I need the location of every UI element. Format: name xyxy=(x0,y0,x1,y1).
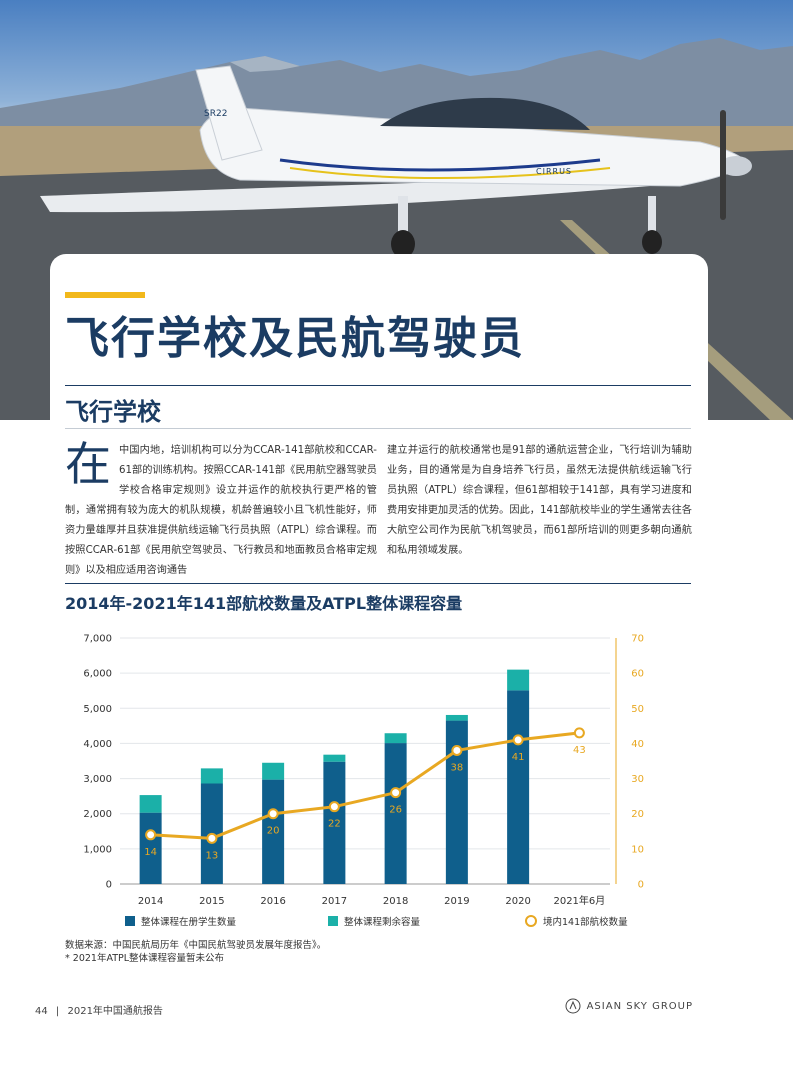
legend-item-schools: 境内141部航校数量 xyxy=(525,914,628,928)
y-right-tick-label: 20 xyxy=(631,809,644,820)
footer-page-info: 44 | 2021年中国通航报告 xyxy=(35,1002,163,1017)
aircraft-tail-label: SR22 xyxy=(204,109,227,119)
content-card xyxy=(50,254,708,1074)
x-tick-label: 2014 xyxy=(138,896,163,907)
title-accent-bar xyxy=(65,292,145,298)
x-tick-label: 2019 xyxy=(444,896,469,907)
y-left-tick-label: 4,000 xyxy=(83,739,112,750)
bar-enrolled xyxy=(507,690,530,884)
paragraph-text-1: 中国内地，培训机构可以分为CCAR-141部航校和CCAR-61部的训练机构。按… xyxy=(65,445,377,576)
section-rule-bottom xyxy=(65,428,691,429)
bar-enrolled xyxy=(323,761,346,884)
x-tick-label: 2017 xyxy=(322,896,347,907)
bar-remaining xyxy=(139,795,162,813)
bar-remaining xyxy=(262,762,285,780)
source-line-1: 数据来源：中国民航局历年《中国民航驾驶员发展年度报告》。 xyxy=(65,940,327,951)
x-tick-label: 2018 xyxy=(383,896,408,907)
data-label-school-count: 14 xyxy=(144,847,157,858)
bar-enrolled xyxy=(262,779,285,884)
y-left-tick-label: 2,000 xyxy=(83,809,112,820)
y-right-tick-label: 60 xyxy=(631,669,644,680)
bar-line-chart: 0 1,000 2,000 3,000 4,000 5,000 6,000 7,000 0 10 2… xyxy=(83,634,644,908)
brand-name: ASIAN SKY GROUP xyxy=(586,1000,693,1012)
y-right-tick-label: 70 xyxy=(631,634,644,645)
y-right-tick-label: 30 xyxy=(631,774,644,785)
data-label-school-count: 20 xyxy=(267,826,280,837)
legend-label-enrolled: 整体课程在册学生数量 xyxy=(141,917,237,928)
y-left-tick-label: 0 xyxy=(106,880,112,891)
data-label-school-count: 13 xyxy=(206,850,219,861)
point-school-count xyxy=(267,808,279,820)
legend-swatch-remaining xyxy=(328,916,338,926)
bar-remaining xyxy=(200,768,223,784)
y-left-tick-label: 1,000 xyxy=(83,844,112,855)
bar-enrolled xyxy=(445,720,468,884)
point-school-count xyxy=(390,787,402,799)
footer-divider: | xyxy=(55,1006,60,1017)
data-label-school-count: 41 xyxy=(512,752,525,763)
page-title: 飞行学校及民航驾驶员 xyxy=(65,313,525,364)
data-label-school-count: 43 xyxy=(573,745,586,756)
page-number: 44 xyxy=(35,1006,48,1017)
body-paragraph-left: 在中国内地，培训机构可以分为CCAR-141部航校和CCAR-61部的训练机构。… xyxy=(65,441,377,581)
point-school-count xyxy=(512,734,524,746)
y-left-tick-label: 7,000 xyxy=(83,634,112,645)
point-school-count xyxy=(328,801,340,813)
dropcap: 在 xyxy=(65,437,111,491)
point-school-count xyxy=(145,829,157,841)
x-tick-label: 2016 xyxy=(260,896,285,907)
bar-enrolled xyxy=(384,743,407,884)
x-tick-label: 2021年6月 xyxy=(553,894,605,907)
chart-rule xyxy=(65,583,691,584)
legend-label-remaining: 整体课程剩余容量 xyxy=(344,917,421,928)
y-right-tick-label: 40 xyxy=(631,739,644,750)
data-label-school-count: 38 xyxy=(451,762,464,773)
y-right-tick-label: 50 xyxy=(631,704,644,715)
point-school-count xyxy=(206,832,218,844)
bar-remaining xyxy=(323,754,346,762)
legend-label-schools: 境内141部航校数量 xyxy=(543,917,628,928)
body-paragraph-right: 建立并运行的航校通常也是91部的通航运营企业，飞行培训为辅助业务，目的通常是为自… xyxy=(387,445,692,556)
aircraft-fuselage-label: CIRRUS xyxy=(536,167,572,176)
bar-remaining xyxy=(507,669,530,691)
data-label-school-count: 26 xyxy=(389,805,402,816)
aircraft xyxy=(40,65,752,258)
legend-item-remaining: 整体课程剩余容量 xyxy=(328,914,420,928)
data-label-school-count: 22 xyxy=(328,819,341,830)
footer-brand: ASIAN SKY GROUP xyxy=(565,998,693,1014)
footer-report-title: 2021年中国通航报告 xyxy=(67,1006,163,1017)
section-title: 飞行学校 xyxy=(65,398,161,426)
bar-remaining xyxy=(445,714,468,721)
bar-enrolled xyxy=(139,812,162,884)
source-line-2: * 2021年ATPL整体课程容量暂未公布 xyxy=(65,953,225,964)
x-tick-label: 2015 xyxy=(199,896,224,907)
y-left-tick-label: 3,000 xyxy=(83,774,112,785)
x-tick-label: 2020 xyxy=(505,896,530,907)
legend-swatch-enrolled xyxy=(125,916,135,926)
y-left-tick-label: 5,000 xyxy=(83,704,112,715)
chart-title: 2014年-2021年141部航校数量及ATPL整体课程容量 xyxy=(65,594,463,613)
y-right-tick-label: 10 xyxy=(631,844,644,855)
point-school-count xyxy=(451,744,463,756)
bar-remaining xyxy=(384,733,407,744)
section-rule-top xyxy=(65,385,691,386)
y-right-tick-label: 0 xyxy=(638,880,644,891)
mountain-range xyxy=(0,38,793,132)
point-school-count xyxy=(573,727,585,739)
line-school-count xyxy=(150,731,580,840)
y-left-tick-label: 6,000 xyxy=(83,669,112,680)
brand-logo-icon xyxy=(565,998,581,1014)
legend-marker-schools xyxy=(525,915,537,927)
legend-item-enrolled: 整体课程在册学生数量 xyxy=(125,914,236,928)
mountain-snow xyxy=(230,56,300,72)
data-source-note: 数据来源：中国民航局历年《中国民航驾驶员发展年度报告》。 * 2021年ATPL… xyxy=(65,939,326,965)
